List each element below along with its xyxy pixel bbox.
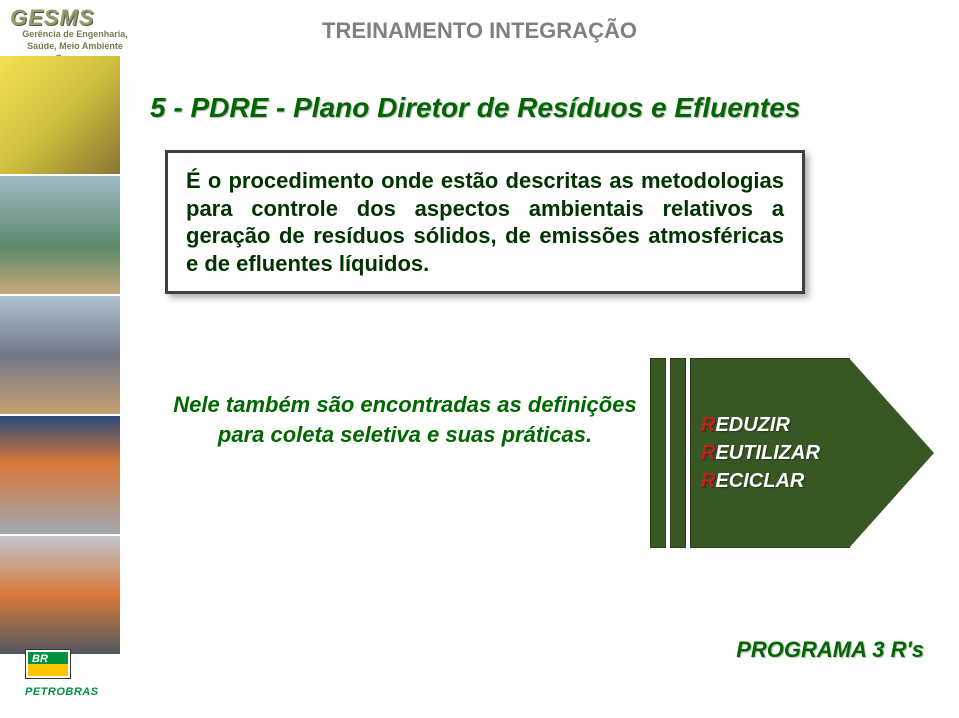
arrow-3r: REDUZIR REUTILIZAR RECICLAR bbox=[650, 358, 930, 548]
slide: GESMS Gerência de Engenharia, Saúde, Mei… bbox=[0, 0, 959, 718]
arrow-item-2-rest: EUTILIZAR bbox=[715, 442, 819, 464]
arrow-item-2-first: R bbox=[701, 442, 715, 464]
arrow-item-3-rest: ECICLAR bbox=[715, 470, 804, 492]
arrow-band-2 bbox=[670, 358, 686, 548]
sidebar-photo-1 bbox=[0, 56, 120, 174]
petrobras-br-label: BR bbox=[32, 653, 48, 665]
content-box: É o procedimento onde estão descritas as… bbox=[165, 150, 805, 294]
arrow-item-3-first: R bbox=[701, 470, 715, 492]
sidebar-images bbox=[0, 55, 120, 655]
sidebar-photo-3 bbox=[0, 296, 120, 414]
main-title: 5 - PDRE - Plano Diretor de Resíduos e E… bbox=[150, 92, 800, 124]
arrow-item-1-first: R bbox=[701, 414, 715, 436]
arrow-item-1: REDUZIR bbox=[701, 411, 849, 439]
petrobras-icon: BR bbox=[25, 649, 71, 679]
header-title: TREINAMENTO INTEGRAÇÃO bbox=[0, 18, 959, 44]
petrobras-text: PETROBRAS bbox=[25, 686, 155, 698]
sidebar-photo-2 bbox=[0, 176, 120, 294]
sidebar-photo-5 bbox=[0, 536, 120, 654]
arrow-item-2: REUTILIZAR bbox=[701, 439, 849, 467]
footer-program-label: PROGRAMA 3 R's bbox=[736, 637, 924, 663]
sub-text: Nele também são encontradas as definiçõe… bbox=[165, 390, 645, 449]
arrow-body: REDUZIR REUTILIZAR RECICLAR bbox=[690, 358, 850, 548]
arrow-band-1 bbox=[650, 358, 666, 548]
sidebar-photo-4 bbox=[0, 416, 120, 534]
petrobras-logo: BR PETROBRAS bbox=[25, 649, 155, 698]
arrow-item-1-rest: EDUZIR bbox=[715, 414, 789, 436]
arrow-item-3: RECICLAR bbox=[701, 467, 849, 495]
arrow-head bbox=[849, 358, 934, 548]
